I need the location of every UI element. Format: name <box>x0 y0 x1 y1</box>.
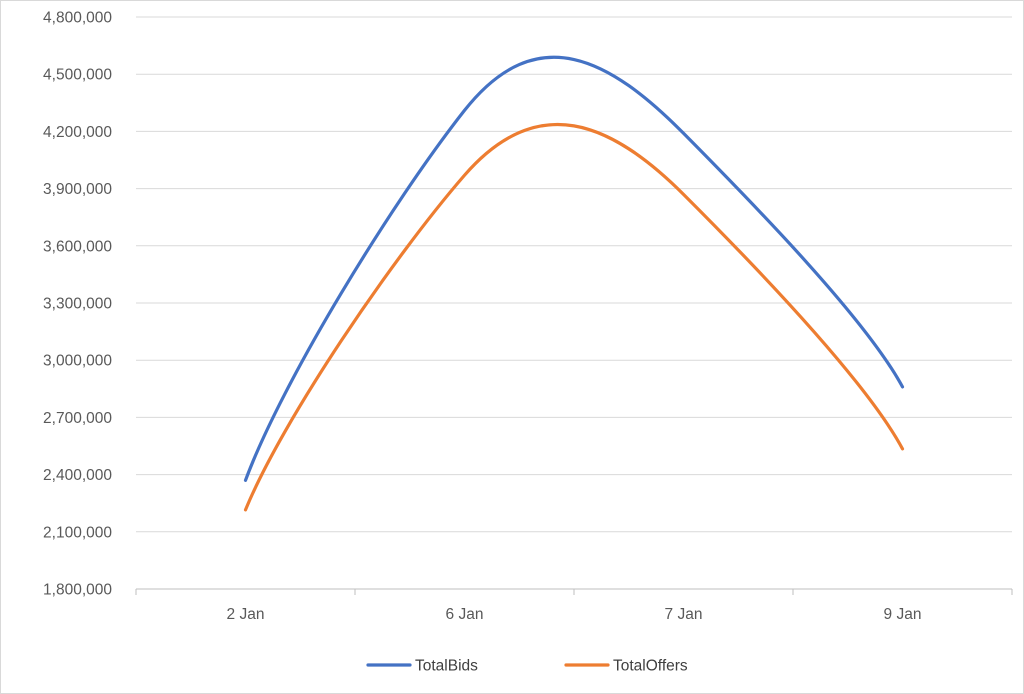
x-tick-label: 9 Jan <box>884 606 922 623</box>
x-tick-label: 6 Jan <box>446 606 484 623</box>
y-tick-label: 3,000,000 <box>43 353 112 370</box>
legend-label: TotalBids <box>415 658 478 675</box>
y-tick-label: 4,200,000 <box>43 124 112 141</box>
x-tick-label: 2 Jan <box>227 606 265 623</box>
legend-label: TotalOffers <box>613 658 688 675</box>
gridlines <box>136 16 1012 533</box>
y-tick-label: 2,400,000 <box>43 467 112 484</box>
y-tick-label: 2,700,000 <box>43 410 112 427</box>
y-tick-label: 2,100,000 <box>43 524 112 541</box>
y-tick-label: 3,300,000 <box>43 296 112 313</box>
x-tick-label: 7 Jan <box>665 606 703 623</box>
y-tick-label: 3,600,000 <box>43 238 112 255</box>
x-axis-tick-labels: 2 Jan 6 Jan 7 Jan 9 Jan <box>227 606 922 623</box>
x-axis <box>135 588 1013 595</box>
series-line-totaloffers <box>243 122 905 512</box>
series-line-totalbids <box>243 55 905 482</box>
y-tick-label: 4,500,000 <box>43 67 112 84</box>
y-tick-label: 3,900,000 <box>43 181 112 198</box>
legend: TotalBids TotalOffers <box>366 658 688 675</box>
y-tick-label: 1,800,000 <box>43 582 112 599</box>
y-tick-label: 4,800,000 <box>43 10 112 27</box>
series-lines <box>243 55 905 512</box>
y-axis-tick-labels: 1,800,000 2,100,000 2,400,000 2,700,000 3,00… <box>43 10 112 599</box>
